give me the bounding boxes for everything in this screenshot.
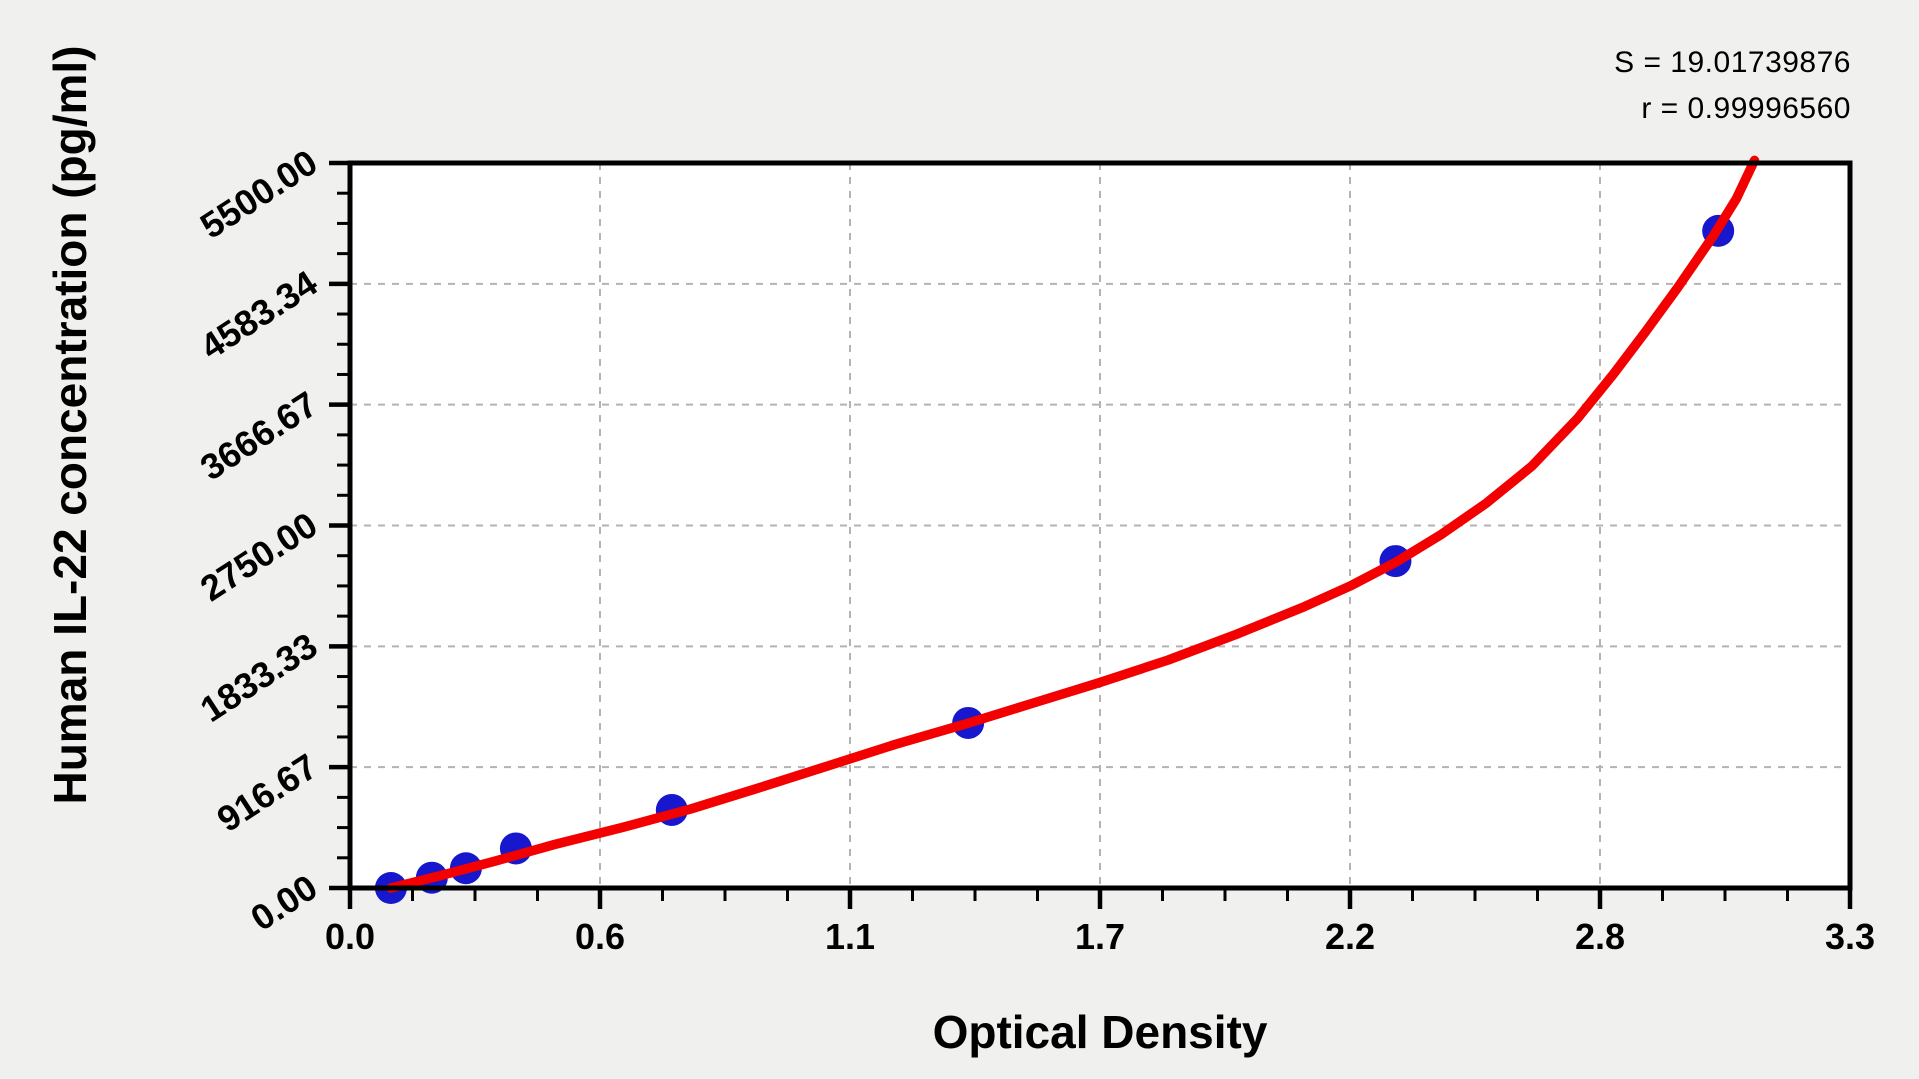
x-tick-label: 2.2 bbox=[1325, 916, 1375, 957]
fit-s-value: S = 19.01739876 bbox=[1614, 46, 1851, 79]
plot-frame bbox=[347, 160, 1853, 891]
x-tick-label: 1.1 bbox=[825, 916, 875, 957]
y-tick-label: 3666.67 bbox=[193, 383, 324, 488]
x-tick-label: 0.0 bbox=[325, 916, 375, 957]
y-tick-label: 916.67 bbox=[210, 745, 325, 839]
fit-r-value: r = 0.99996560 bbox=[1641, 92, 1851, 125]
y-tick-label: 5500.00 bbox=[193, 141, 324, 246]
x-tick-label: 3.3 bbox=[1825, 916, 1875, 957]
x-axis-title: Optical Density bbox=[932, 1006, 1268, 1058]
y-tick-label: 2750.00 bbox=[193, 504, 324, 609]
y-tick-label: 4583.34 bbox=[193, 262, 324, 367]
y-tick-label: 0.00 bbox=[243, 866, 324, 939]
fitted-curve bbox=[386, 155, 1760, 893]
x-tick-label: 2.8 bbox=[1575, 916, 1625, 957]
x-tick-label: 0.6 bbox=[575, 916, 625, 957]
y-tick-label: 1833.33 bbox=[193, 625, 324, 730]
x-tick-label: 1.7 bbox=[1075, 916, 1125, 957]
y-axis-title: Human IL-22 concentration (pg/ml) bbox=[44, 45, 96, 805]
